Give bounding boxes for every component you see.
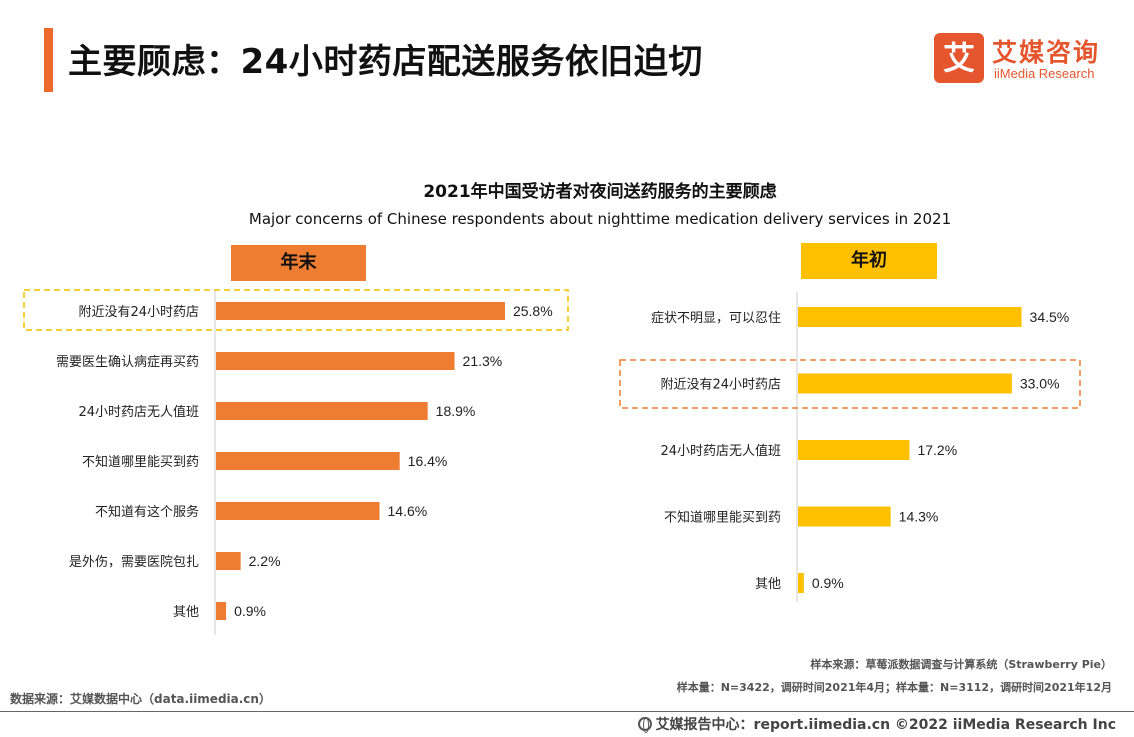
- category-label: 附近没有24小时药店: [78, 305, 199, 320]
- value-label: 0.9%: [812, 575, 844, 591]
- bar: [798, 307, 1022, 327]
- title-accent-bar: [44, 28, 53, 92]
- bar: [216, 352, 455, 370]
- year-start-chart: 症状不明显，可以忍住 34.5% 附近没有24小时药店 33.0% 24小时药店无人值班…: [619, 292, 1081, 602]
- value-label: 2.2%: [249, 553, 281, 569]
- year-end-chart: 附近没有24小时药店 25.8% 需要医生确认病症再买药 21.3% 24小时药店无人值…: [23, 289, 569, 635]
- category-label: 需要医生确认病症再买药: [56, 355, 199, 370]
- footer-text: 艾媒报告中心：report.iimedia.cn ©2022 iiMedia R…: [655, 717, 1116, 733]
- value-label: 34.5%: [1030, 309, 1070, 325]
- highlight-box: [619, 359, 1081, 409]
- panel-header-year-end: 年末: [231, 245, 366, 281]
- bar: [798, 506, 891, 527]
- value-label: 33.0%: [1020, 376, 1060, 392]
- value-label: 14.3%: [899, 509, 939, 525]
- category-label: 症状不明显，可以忍住: [651, 311, 781, 326]
- bar: [798, 573, 804, 593]
- category-label: 其他: [173, 605, 199, 620]
- chart-title: 2021年中国受访者对夜间送药服务的主要顾虑: [423, 182, 777, 202]
- chart-subtitle: Major concerns of Chinese respondents ab…: [248, 210, 952, 228]
- page-title: 主要顾虑：24小时药店配送服务依旧迫切: [68, 42, 703, 82]
- value-label: 18.9%: [436, 403, 476, 419]
- bar: [216, 602, 227, 620]
- category-label: 其他: [755, 577, 781, 592]
- logo-chinese-name: 艾媒咨询: [992, 38, 1101, 67]
- footer: 艾媒报告中心：report.iimedia.cn ©2022 iiMedia R…: [637, 714, 1116, 734]
- bar: [798, 373, 1012, 394]
- highlight-box: [23, 289, 569, 331]
- sample-source: 样本来源：草莓派数据调查与计算系统（Strawberry Pie）: [810, 658, 1112, 671]
- iimedia-logo: 艾 艾媒咨询 iiMedia Research: [934, 33, 1114, 89]
- bar: [216, 452, 400, 470]
- bar: [216, 552, 241, 570]
- logo-english-name: iiMedia Research: [994, 66, 1095, 81]
- category-label: 附近没有24小时药店: [660, 378, 781, 393]
- value-label: 25.8%: [513, 303, 553, 319]
- panel-header-year-start: 年初: [801, 243, 937, 279]
- value-label: 14.6%: [388, 503, 428, 519]
- bar: [216, 302, 505, 320]
- category-label: 24小时药店无人值班: [78, 404, 199, 420]
- sample-size: 样本量：N=3422，调研时间2021年4月；样本量：N=3112，调研时间20…: [676, 681, 1112, 694]
- logo-mark: 艾: [934, 33, 984, 83]
- category-label: 不知道哪里能买到药: [664, 510, 781, 526]
- globe-icon: [637, 717, 652, 733]
- value-label: 16.4%: [408, 453, 448, 469]
- bar: [216, 402, 428, 420]
- value-label: 17.2%: [917, 442, 957, 458]
- value-label: 21.3%: [463, 353, 503, 369]
- value-label: 0.9%: [234, 603, 266, 619]
- data-source: 数据来源：艾媒数据中心（data.iimedia.cn）: [10, 692, 271, 706]
- category-label: 是外伤，需要医院包扎: [69, 555, 199, 570]
- footer-divider: [0, 711, 1134, 712]
- category-label: 不知道有这个服务: [95, 504, 199, 520]
- bar: [216, 502, 380, 520]
- category-label: 不知道哪里能买到药: [82, 454, 199, 470]
- category-label: 24小时药店无人值班: [660, 443, 781, 459]
- bar: [798, 440, 910, 460]
